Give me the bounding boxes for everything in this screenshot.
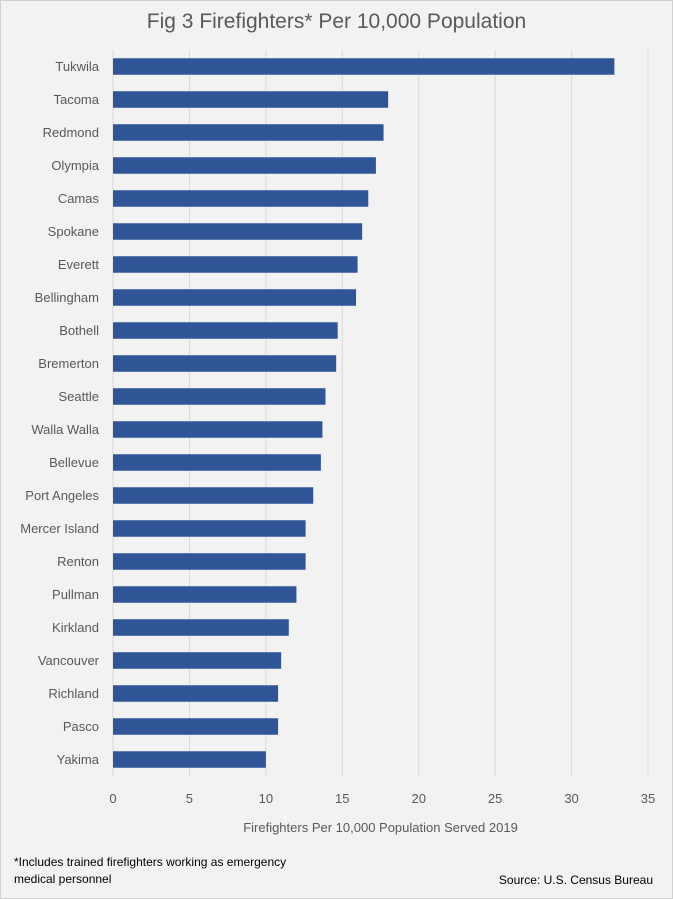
category-label: Mercer Island bbox=[20, 521, 99, 536]
category-label: Vancouver bbox=[38, 653, 100, 668]
bar bbox=[113, 751, 266, 768]
category-label: Bellevue bbox=[49, 455, 99, 470]
category-label: Pullman bbox=[52, 587, 99, 602]
x-tick-label: 25 bbox=[488, 791, 502, 806]
bar bbox=[113, 190, 369, 207]
bar bbox=[113, 91, 389, 108]
footnote: *Includes trained firefighters working a… bbox=[14, 855, 287, 886]
bar bbox=[113, 124, 384, 141]
category-label: Richland bbox=[48, 686, 99, 701]
bar bbox=[113, 586, 297, 603]
category-label: Bellingham bbox=[35, 290, 99, 305]
bar bbox=[113, 454, 321, 471]
category-label: Port Angeles bbox=[25, 488, 99, 503]
x-tick-label: 20 bbox=[411, 791, 425, 806]
category-label: Yakima bbox=[57, 752, 100, 767]
category-label: Olympia bbox=[51, 158, 99, 173]
category-label: Tukwila bbox=[55, 59, 99, 74]
bar bbox=[113, 685, 279, 702]
bar bbox=[113, 421, 323, 438]
x-tick-label: 5 bbox=[186, 791, 193, 806]
x-tick-label: 10 bbox=[259, 791, 273, 806]
chart-title: Fig 3 Firefighters* Per 10,000 Populatio… bbox=[146, 10, 527, 33]
category-label: Tacoma bbox=[53, 92, 99, 107]
bar bbox=[113, 388, 326, 405]
bar bbox=[113, 619, 289, 636]
bar bbox=[113, 487, 314, 504]
category-label: Spokane bbox=[48, 224, 99, 239]
bar bbox=[113, 553, 306, 570]
bar bbox=[113, 718, 279, 735]
bar bbox=[113, 652, 282, 669]
category-label: Kirkland bbox=[52, 620, 99, 635]
source-note: Source: U.S. Census Bureau bbox=[498, 873, 653, 887]
bar bbox=[113, 520, 306, 537]
bar bbox=[113, 157, 376, 174]
bar bbox=[113, 355, 337, 372]
category-label: Bothell bbox=[59, 323, 99, 338]
bar bbox=[113, 322, 338, 339]
x-tick-label: 15 bbox=[335, 791, 349, 806]
bar bbox=[113, 256, 358, 273]
category-label: Redmond bbox=[43, 125, 99, 140]
category-label: Walla Walla bbox=[31, 422, 99, 437]
bar bbox=[113, 289, 357, 306]
category-label: Everett bbox=[58, 257, 100, 272]
category-label: Renton bbox=[57, 554, 99, 569]
x-tick-label: 35 bbox=[641, 791, 655, 806]
category-label: Pasco bbox=[63, 719, 99, 734]
category-label: Seattle bbox=[59, 389, 99, 404]
bar bbox=[113, 58, 615, 75]
x-tick-label: 0 bbox=[109, 791, 116, 806]
category-label: Bremerton bbox=[38, 356, 99, 371]
x-tick-label: 30 bbox=[564, 791, 578, 806]
x-axis-label: Firefighters Per 10,000 Population Serve… bbox=[243, 820, 518, 835]
category-label: Camas bbox=[58, 191, 100, 206]
bar bbox=[113, 223, 363, 240]
